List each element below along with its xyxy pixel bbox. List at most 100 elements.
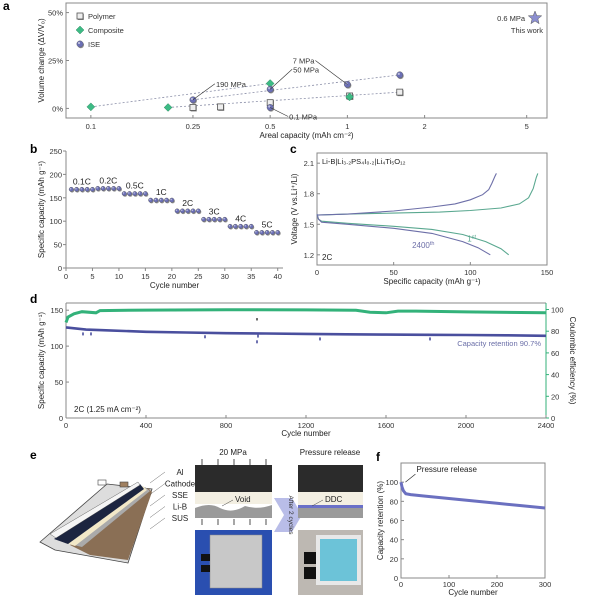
tab (201, 554, 210, 561)
data-point-highlight (265, 231, 268, 233)
data-point-highlight (270, 231, 273, 233)
data-point (222, 216, 228, 222)
data-point (137, 191, 143, 196)
x-tick-label: 400 (140, 421, 153, 430)
annotation-leader (192, 83, 216, 101)
data-point-highlight (244, 224, 247, 227)
data-point (201, 216, 207, 222)
layer-label-cathode: Cathode (165, 480, 196, 489)
annotation-leader (315, 60, 348, 85)
x-tick-label: 0.5 (265, 122, 275, 131)
legend: Polymer Composite ISE (88, 12, 124, 49)
rate-label: 0.1C (73, 176, 91, 186)
y2-tick-label: 0 (551, 414, 555, 423)
data-point (238, 223, 244, 229)
data-point (259, 230, 265, 235)
y-tick-label: 1.5 (304, 220, 314, 229)
data-point-highlight (69, 187, 72, 190)
data-point-highlight (133, 192, 135, 194)
x-tick-label: 0 (64, 421, 68, 430)
y-tick-label: 150 (49, 194, 62, 203)
data-point (84, 186, 90, 192)
y-tick-label: 20 (390, 555, 398, 564)
void-leader (221, 499, 234, 507)
star-marker (527, 10, 543, 25)
data-point (185, 208, 191, 214)
sse-block (195, 492, 272, 504)
x-tick-label: 5 (525, 122, 529, 131)
data-point (68, 186, 74, 192)
annotation-label: 50 MPa (293, 65, 320, 74)
data-point-highlight (202, 217, 204, 220)
annotation-label: 7 MPa (293, 56, 316, 65)
superscript: th (430, 241, 435, 247)
data-point (174, 208, 180, 214)
data-point-highlight (196, 209, 199, 212)
x-tick-label: 0 (315, 268, 319, 277)
rate-label: 3C (209, 206, 220, 216)
x-tick-label: 100 (464, 268, 477, 277)
panel-label-d: d (30, 292, 37, 306)
data-point-highlight (122, 192, 125, 194)
data-point-ise-highlight (268, 105, 271, 108)
rate-label: 2C (182, 198, 193, 208)
layer-cathode (54, 484, 144, 544)
data-point-highlight (218, 217, 220, 220)
x-tick-label: 1200 (298, 421, 315, 430)
data-point-highlight (165, 198, 167, 201)
layer-label-sus: SUS (172, 514, 188, 523)
data-point (217, 216, 222, 222)
y-axis-label: Voltage (V vs.Li⁺/Li) (290, 173, 299, 244)
data-point-highlight (112, 187, 114, 189)
rate-label: 2C (322, 253, 332, 262)
data-point (195, 208, 201, 214)
series-label-2400th: 2400th (412, 241, 434, 250)
y2-tick-label: 40 (551, 371, 559, 380)
ce-series (64, 308, 547, 324)
data-point (190, 208, 196, 214)
y2-tick-label: 60 (551, 349, 559, 358)
data-point-highlight (239, 224, 241, 227)
legend-marker-ise (76, 40, 84, 48)
process-arrow-label: After 2 cycles (287, 495, 294, 535)
clamp-plate (209, 534, 263, 589)
data-point-polymer (396, 88, 404, 96)
data-point (90, 186, 95, 192)
x-tick-label: 5 (90, 272, 94, 281)
data-point (100, 186, 106, 191)
panel-d: d0 400 800 1200 1600 2000 24000501001500204060… (30, 292, 577, 438)
capacity-outlier (319, 337, 321, 341)
data-point-highlight (75, 187, 77, 190)
x-tick-label: 2000 (458, 421, 475, 430)
retention-label: Capacity retention 90.7% (457, 339, 541, 348)
legend-marker-polymer (76, 12, 84, 20)
y2-tick-label: 20 (551, 392, 559, 401)
data-point (121, 191, 127, 196)
data-point-composite (345, 92, 354, 102)
x-tick-label: 0 (64, 272, 68, 281)
y-tick-label: 0 (58, 264, 62, 273)
data-point-highlight (170, 198, 172, 201)
data-point-highlight (154, 198, 157, 201)
data-point-ise-highlight (190, 97, 194, 100)
data-point-highlight (181, 209, 183, 212)
panel-label-f: f (376, 450, 381, 464)
capacity-outlier (82, 332, 84, 336)
data-point-highlight (212, 217, 215, 220)
data-point (232, 223, 238, 229)
y-tick-label: 150 (50, 306, 63, 315)
rate-label: 0.2C (99, 175, 117, 185)
annotation-arrow (405, 473, 416, 483)
x-axis-label: Cycle number (150, 281, 200, 290)
legend-label-composite: Composite (88, 26, 124, 35)
data-point (105, 186, 111, 191)
y-axis-label: Specific capacity (mAh g⁻¹) (37, 312, 46, 409)
curve-2400th-charge (316, 173, 497, 216)
rate-label: 0.5C (126, 181, 144, 191)
process-arrow (274, 498, 302, 532)
y-axis-label: Specific capacity (mAh g⁻¹) (37, 161, 46, 258)
superscript: st (472, 235, 477, 241)
data-point (275, 230, 281, 235)
data-point (158, 197, 164, 203)
